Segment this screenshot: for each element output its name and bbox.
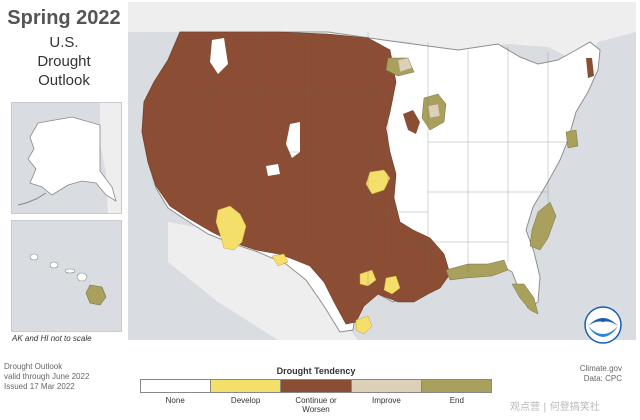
map-subtitle: U.S. Drought Outlook: [37, 34, 91, 89]
legend-swatch-continue: [281, 380, 352, 392]
aleutian-islands: [17, 192, 47, 206]
legend-label-improve: Improve: [371, 396, 401, 405]
region-develop-tx2: [383, 275, 401, 295]
source-data: Data: CPC: [583, 374, 622, 383]
legend-swatch-end: [421, 380, 492, 392]
conus-map: [128, 2, 636, 340]
conus-map-svg: [128, 2, 636, 340]
inset-scale-note: AK and HI not to scale: [12, 334, 92, 343]
watermark-text: 观点营 | 何登搞笑社: [510, 402, 600, 413]
alaska-map: [17, 103, 121, 213]
source-info: Climate.gov Data: CPC: [580, 364, 622, 384]
region-develop-tx3: [355, 315, 373, 335]
legend-label-none: None: [165, 396, 185, 405]
canada-land: [100, 103, 121, 213]
region-end-ne: [565, 129, 579, 149]
region-develop-mo: [365, 169, 391, 195]
alaska-land: [27, 116, 117, 202]
product-info: Drought Outlook valid through June 2022 …: [4, 362, 144, 392]
legend-label-develop: Develop: [230, 396, 261, 405]
region-continue-west: [141, 31, 451, 325]
map-title: Spring 2022: [7, 7, 121, 29]
hawaii-map: [29, 253, 107, 306]
legend-swatch-improve: [351, 380, 422, 392]
legend-labels: None Develop Continue or Worsen Improve …: [140, 396, 492, 414]
alaska-inset: [11, 102, 122, 214]
legend-title: Drought Tendency: [276, 366, 356, 376]
drought-legend: Drought Tendency None Develop Continue o…: [140, 366, 492, 416]
region-develop-az: [215, 205, 247, 251]
hawaii-inset: [11, 220, 122, 332]
region-continue-lakes: [403, 110, 420, 134]
region-none-wy: [286, 122, 300, 158]
legend-color-bar: [140, 379, 492, 393]
canada-land: [128, 2, 636, 62]
product-valid: valid through June 2022: [4, 372, 90, 381]
region-end-gulf: [445, 259, 509, 281]
title-block: Spring 2022 U.S. Drought Outlook: [4, 6, 124, 90]
region-none-co: [266, 164, 280, 176]
legend-swatch-develop: [211, 380, 282, 392]
region-improve-mn: [397, 57, 413, 73]
mexico-land: [168, 222, 358, 340]
state-borders: [180, 32, 568, 302]
region-end-se: [529, 201, 557, 251]
legend-swatch-none: [141, 380, 212, 392]
legend-label-end: End: [449, 396, 464, 405]
region-end-fl: [511, 283, 539, 315]
hawaii-island-big: [85, 284, 107, 306]
hawaii-island-kauai: [29, 253, 39, 261]
region-continue-me: [586, 58, 594, 78]
region-develop-ok: [271, 253, 289, 267]
legend-label-continue: Continue or Worsen: [295, 396, 337, 414]
source-site: Climate.gov: [579, 364, 622, 373]
product-name: Drought Outlook: [4, 362, 63, 371]
region-none-mt: [210, 38, 228, 74]
noaa-logo-icon: [584, 306, 622, 344]
hawaii-island-maui: [76, 272, 88, 282]
hawaii-island-molokai: [64, 268, 76, 274]
hawaii-island-oahu: [49, 261, 59, 269]
product-issued: Issued 17 Mar 2022: [4, 382, 75, 391]
region-improve-mi: [427, 103, 441, 119]
